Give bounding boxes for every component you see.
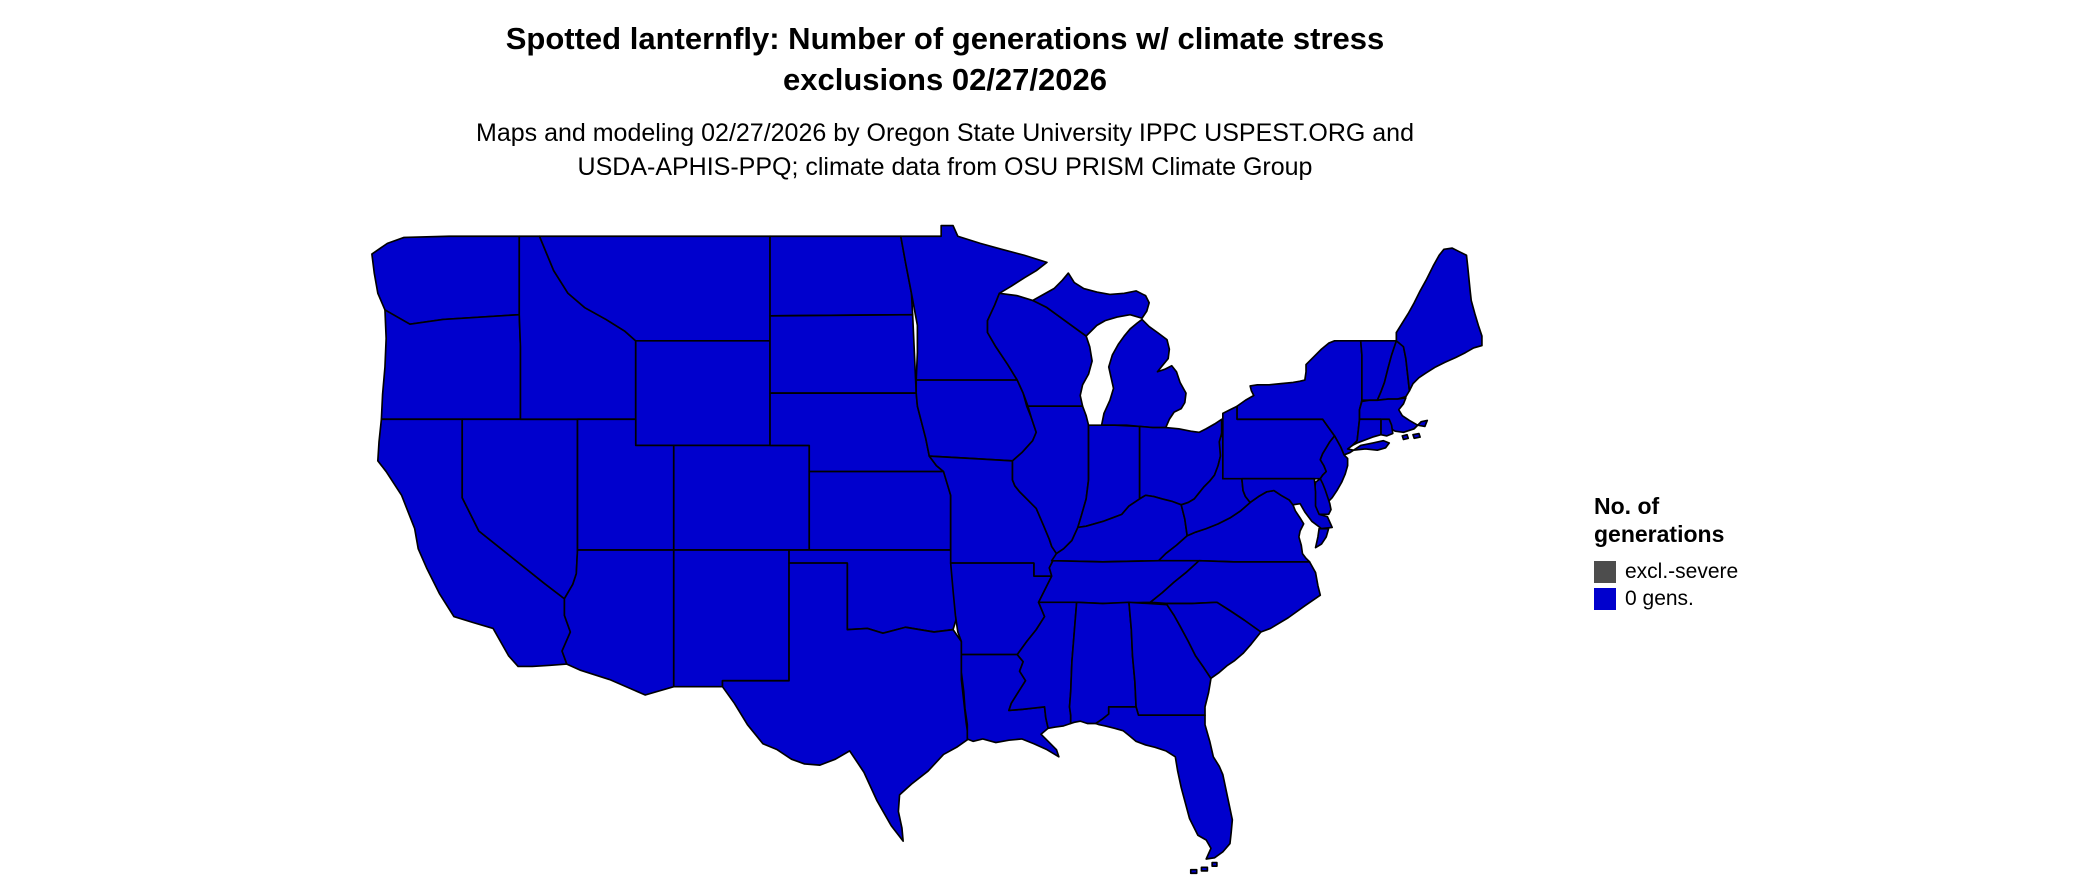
header: Spotted lanternfly: Number of generation… <box>0 18 1890 184</box>
title-line-2: exclusions 02/27/2026 <box>782 62 1107 97</box>
state-iowa <box>915 379 1038 462</box>
state-alabama <box>1068 601 1137 725</box>
map-title: Spotted lanternfly: Number of generation… <box>0 18 1890 100</box>
state-connecticut <box>1351 418 1382 447</box>
state-florida <box>1094 706 1234 875</box>
state-colorado <box>672 444 811 551</box>
legend-items: excl.-severe 0 gens. <box>1594 558 1814 612</box>
legend-title-line-2: generations <box>1594 521 1725 547</box>
state-north-dakota <box>769 235 914 317</box>
state-south-dakota <box>769 313 918 394</box>
state-washington <box>371 235 521 326</box>
state-arizona <box>561 549 675 696</box>
state-south-carolina <box>1166 601 1262 680</box>
map-subtitle: Maps and modeling 02/27/2026 by Oregon S… <box>0 116 1890 184</box>
state-maine <box>1395 247 1483 392</box>
legend-title-line-1: No. of <box>1594 493 1660 519</box>
legend-item-excl-severe: excl.-severe <box>1594 558 1814 585</box>
legend-item-0-gens: 0 gens. <box>1594 585 1814 612</box>
state-michigan <box>1031 272 1187 429</box>
subtitle-line-1: Maps and modeling 02/27/2026 by Oregon S… <box>476 119 1414 147</box>
us-map <box>371 224 1483 875</box>
state-rhode-island <box>1380 418 1394 437</box>
legend-swatch-0 <box>1594 560 1616 583</box>
map-container <box>360 210 1495 890</box>
state-oregon <box>380 309 522 421</box>
legend-label-1: 0 gens. <box>1625 587 1694 610</box>
legend-title: No. of generations <box>1594 492 1814 548</box>
legend-swatch-1 <box>1594 587 1616 610</box>
map-legend: No. of generations excl.-severe 0 gens. <box>1594 492 1814 612</box>
legend-label-0: excl.-severe <box>1625 560 1739 583</box>
state-new-mexico <box>672 549 790 688</box>
title-line-1: Spotted lanternfly: Number of generation… <box>505 21 1385 56</box>
state-texas <box>721 562 970 843</box>
state-kansas <box>808 470 952 551</box>
state-wyoming <box>634 339 771 447</box>
state-maryland <box>1241 477 1334 530</box>
subtitle-line-2: USDA-APHIS-PPQ; climate data from OSU PR… <box>577 153 1313 181</box>
